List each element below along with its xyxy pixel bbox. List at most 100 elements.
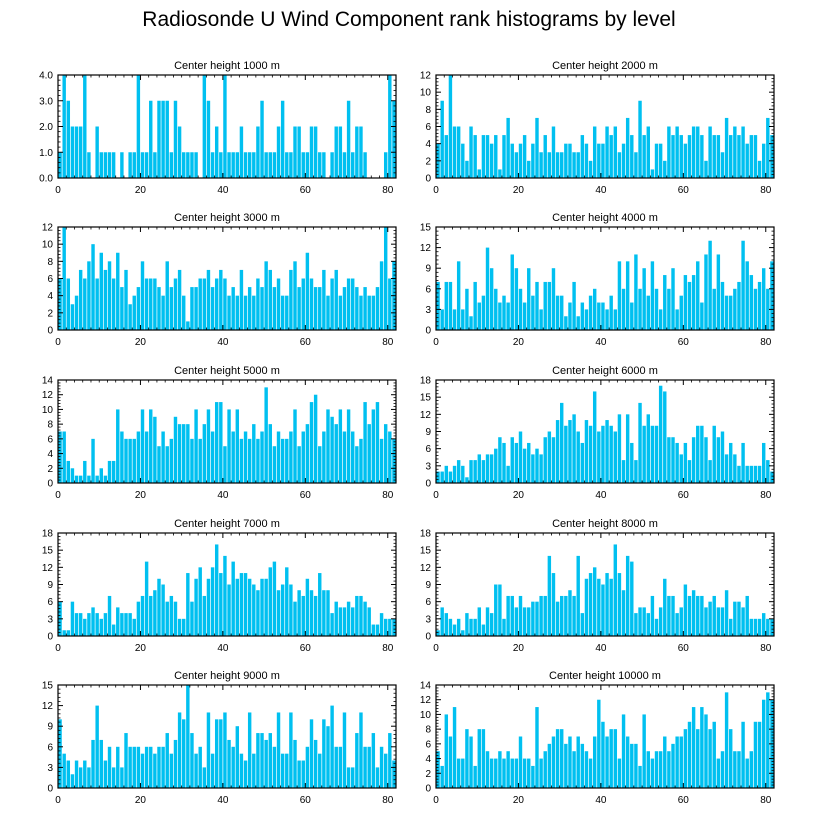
histogram-bar [91,244,95,330]
histogram-bar [609,295,613,330]
histogram-bar [502,618,506,636]
histogram-bar [514,268,519,330]
histogram-bar [489,268,494,330]
histogram-bar [227,152,231,178]
histogram-bar [70,304,75,330]
histogram-bar [708,601,712,636]
histogram-bar [78,126,83,178]
histogram-bar [518,736,523,788]
histogram-bar [630,442,634,483]
histogram-bar [95,613,99,636]
histogram-bar [527,160,531,178]
histogram-bar [461,630,465,636]
histogram-bar [379,261,384,330]
histogram-bar [173,739,178,788]
histogram-bar [601,584,605,636]
histogram-bar [560,402,564,483]
histogram-bar [293,126,297,178]
histogram-bar [770,261,774,330]
histogram-bar [522,607,527,636]
histogram-bar [165,446,169,483]
histogram-bar [227,739,231,788]
y-tick-label: 4.0 [39,71,53,82]
histogram-bar [646,613,650,636]
histogram-bar [510,595,514,636]
histogram-bar [74,475,79,483]
histogram-bar [342,152,347,178]
histogram-bar [173,416,178,483]
histogram-bar [634,460,638,483]
histogram-bar [140,595,145,636]
histogram-bar [272,152,277,178]
histogram-bar [638,765,642,788]
histogram-bar [741,721,745,788]
histogram-bar [70,126,75,178]
histogram-bar [309,719,314,788]
histogram-bar [510,254,514,330]
histogram-bar [272,746,277,788]
histogram-bar [173,601,178,636]
histogram-bar [564,595,568,636]
histogram-bar [448,736,453,788]
histogram-bar [177,712,182,788]
histogram-bar [202,595,207,636]
histogram-bar [675,442,679,483]
x-tick-label: 0 [433,185,439,196]
y-tick-label: 8 [425,725,431,736]
histogram-bar [330,152,334,178]
y-tick-label: 6 [425,597,431,608]
histogram-bar [99,739,103,788]
histogram-bar [256,438,260,483]
histogram-bar [346,767,351,788]
histogram-bar [650,169,655,178]
histogram-bar [235,152,240,178]
histogram-bar [338,126,343,178]
histogram-bar [704,607,708,636]
histogram-bar [469,736,473,788]
histogram-bar [223,278,227,330]
histogram-bar [592,126,597,178]
y-tick-label: 2 [425,156,431,167]
histogram-bar [613,431,618,483]
histogram-bar [757,160,762,178]
histogram-bar [605,126,609,178]
histogram-bar [293,261,297,330]
histogram-bar [461,143,465,178]
histogram-bar [334,601,338,636]
histogram-bar [770,135,774,178]
histogram-panel: Center height 8000 m 0 20 40 60 80 0 3 6 9 12 15 18 [420,518,775,654]
histogram-bar [144,152,149,178]
histogram-bar [741,607,745,636]
histogram-bar [663,391,667,483]
histogram-bar [351,431,355,483]
histogram-bar [630,135,634,178]
histogram-bar [169,595,174,636]
histogram-bar [194,753,198,788]
histogram-bar [99,252,103,330]
histogram-bar [70,601,75,636]
histogram-bar [696,729,700,788]
histogram-bar [120,613,124,636]
histogram-bar [252,295,256,330]
histogram-bar [675,309,679,330]
histogram-bar [485,247,490,330]
histogram-bar [617,573,622,636]
histogram-bar [601,425,605,483]
histogram-bar [116,746,120,788]
histogram-bar [584,751,589,788]
histogram-bar [371,409,376,483]
histogram-bar [359,595,363,636]
histogram-bar [700,302,704,330]
histogram-bar [289,269,293,330]
histogram-bar [753,135,758,178]
histogram-bar [535,117,539,178]
histogram-bar [116,252,120,330]
figure-title: Radiosonde U Wind Component rank histogr… [142,8,676,31]
histogram-bar [588,573,593,636]
x-tick-label: 80 [382,185,394,196]
histogram-bar [696,126,700,178]
histogram-bar [268,733,272,788]
histogram-bar [650,595,655,636]
histogram-bar [272,446,277,483]
